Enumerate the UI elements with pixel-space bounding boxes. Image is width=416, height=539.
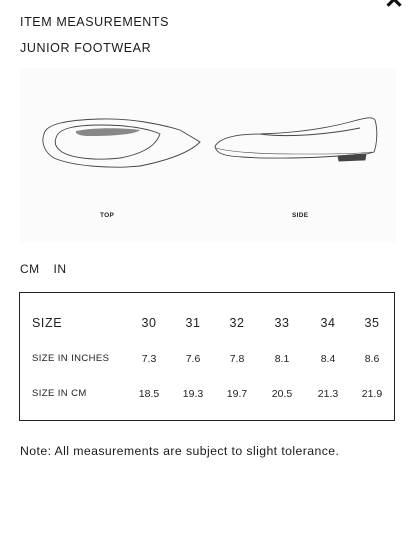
side-view-label: SIDE (292, 212, 309, 219)
row-label-inches: SIZE IN INCHES (32, 353, 110, 364)
inch-cell: 8.6 (364, 353, 380, 365)
row-label-size: SIZE (32, 316, 63, 330)
table-row: SIZE IN INCHES 7.3 7.6 7.8 8.1 8.4 8.6 (20, 349, 394, 369)
size-cell: 33 (274, 316, 290, 330)
shoe-side-view-icon (214, 117, 378, 162)
inch-cell: 8.1 (274, 353, 290, 365)
category-subtitle: JUNIOR FOOTWEAR (20, 41, 152, 55)
top-view-label: TOP (100, 212, 115, 219)
inch-cell: 7.8 (229, 353, 245, 365)
size-cell: 35 (364, 316, 380, 330)
unit-toggle: CM IN (20, 262, 77, 276)
size-cell: 31 (185, 316, 201, 330)
inch-cell: 8.4 (320, 353, 336, 365)
unit-option-in[interactable]: IN (53, 262, 67, 276)
shoe-top-view-icon (42, 118, 201, 168)
size-cell: 34 (320, 316, 336, 330)
cm-cell: 19.3 (182, 388, 204, 400)
row-label-cm: SIZE IN CM (32, 388, 87, 399)
tolerance-note: Note: All measurements are subject to sl… (20, 444, 340, 458)
cm-cell: 19.7 (226, 388, 248, 400)
cm-cell: 21.3 (317, 388, 339, 400)
close-button[interactable]: ✕ (384, 0, 406, 14)
cm-cell: 20.5 (271, 388, 293, 400)
cm-cell: 18.5 (138, 388, 160, 400)
size-cell: 30 (141, 316, 157, 330)
inch-cell: 7.6 (185, 353, 201, 365)
size-cell: 32 (229, 316, 245, 330)
page-title: ITEM MEASUREMENTS (20, 15, 170, 29)
close-icon[interactable]: ✕ (384, 0, 405, 14)
cm-cell: 21.9 (361, 388, 383, 400)
table-row: SIZE IN CM 18.5 19.3 19.7 20.5 21.3 21.9 (20, 384, 394, 404)
shoe-illustration (42, 117, 378, 168)
table-row: SIZE 30 31 32 33 34 35 (20, 313, 394, 333)
measurement-table: SIZE 30 31 32 33 34 35 SIZE IN INCHES 7.… (19, 292, 395, 421)
unit-option-cm[interactable]: CM (20, 262, 40, 276)
shoe-illustration-panel: TOP SIDE (20, 68, 396, 242)
inch-cell: 7.3 (141, 353, 157, 365)
